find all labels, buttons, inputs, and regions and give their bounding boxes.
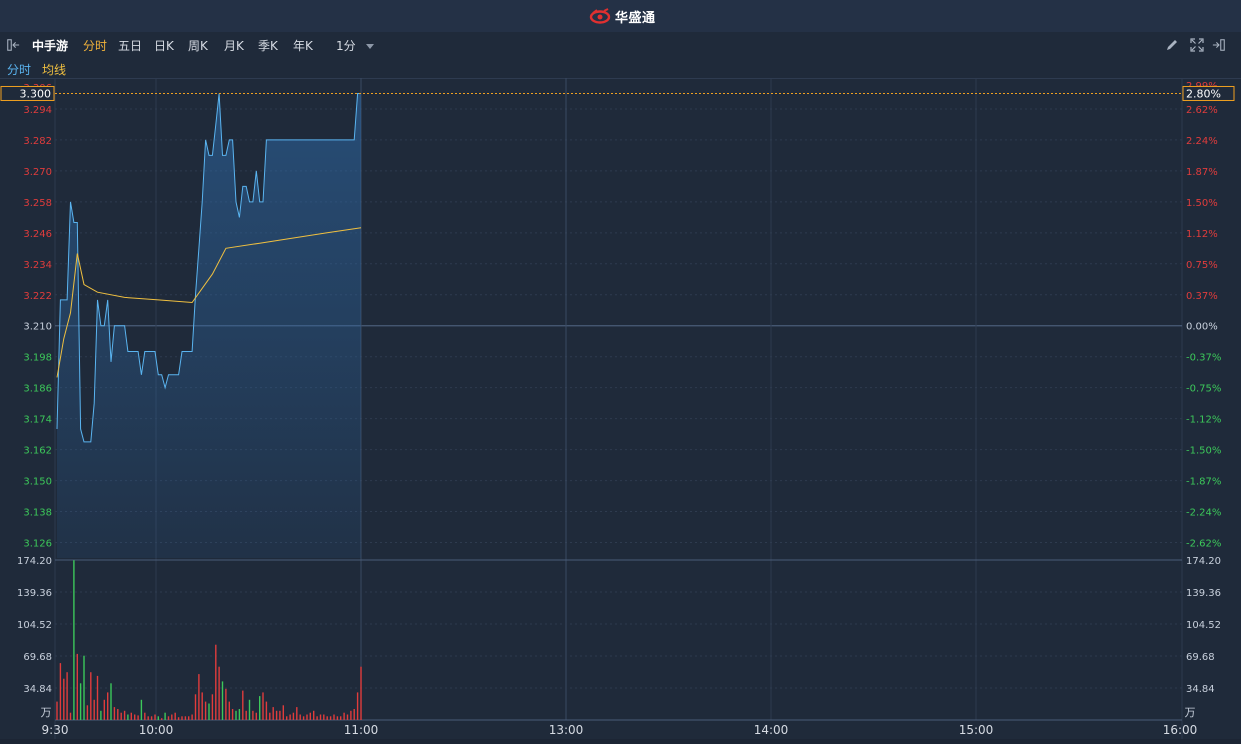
price-tick-label: 3.186	[23, 384, 52, 395]
volume-tick-label-right: 104.52	[1186, 620, 1221, 631]
legend-avg: 均线	[42, 63, 67, 77]
pct-tick-label: 0.37%	[1186, 291, 1218, 302]
tab-intraday[interactable]: 分时	[83, 39, 108, 53]
pct-tick-label: 2.24%	[1186, 136, 1218, 147]
pct-tick-label: -1.12%	[1186, 415, 1221, 426]
pct-tick-label: -1.87%	[1186, 477, 1221, 488]
price-tick-label: 3.270	[23, 167, 52, 178]
collapse-left-icon[interactable]	[6, 38, 20, 52]
brand-name: 华盛通	[615, 10, 656, 26]
pct-tick-label: -0.75%	[1186, 384, 1221, 395]
pct-tick-label: 1.87%	[1186, 167, 1218, 178]
toolbar: 中手游 分时 五日 日K 周K 月K 季K 年K 1分	[0, 32, 1241, 58]
volume-tick-label-right: 174.20	[1186, 556, 1221, 567]
price-tick-label: 3.246	[23, 229, 52, 240]
price-tick-label: 3.126	[23, 539, 52, 550]
intraday-chart[interactable]: 3.294 2.62% 3.282 2.24% 3.270 1.87% 3.258 1.50%…	[0, 78, 1241, 739]
price-tick-label: 3.222	[23, 291, 52, 302]
volume-tick-label-right: 69.68	[1186, 652, 1215, 663]
pct-tick-label: 1.12%	[1186, 229, 1218, 240]
chevron-down-icon	[366, 44, 375, 49]
price-tick-label: 3.210	[23, 322, 52, 333]
pct-tick-label: -1.50%	[1186, 446, 1221, 457]
axis-labels: 3.294 2.62% 3.282 2.24% 3.270 1.87% 3.258 1.50%…	[0, 81, 1235, 737]
volume-tick-label: 34.84	[23, 684, 52, 695]
brand-logo-icon	[589, 8, 611, 24]
tab-daily-k[interactable]: 日K	[154, 39, 174, 53]
brand: 华盛通	[589, 6, 656, 26]
price-area	[57, 93, 361, 558]
price-tick-label: 3.162	[23, 446, 52, 457]
time-tick-label: 10:00	[139, 723, 174, 737]
crosshair-price-box	[0, 85, 55, 101]
fullscreen-icon[interactable]	[1190, 38, 1204, 52]
crosshair-pct-box	[1182, 85, 1235, 101]
time-tick-label: 15:00	[959, 723, 994, 737]
tab-quarterly-k[interactable]: 季K	[258, 39, 278, 53]
crosshair-pct-label: 2.80%	[1186, 87, 1221, 100]
price-tick-label: 3.150	[23, 477, 52, 488]
price-tick-label: 3.198	[23, 353, 52, 364]
volume-tick-label: 174.20	[17, 556, 52, 567]
pct-tick-label: 0.00%	[1186, 322, 1218, 333]
pct-tick-label: 2.62%	[1186, 105, 1218, 116]
tab-five-day[interactable]: 五日	[118, 39, 143, 53]
pct-tick-label: -2.62%	[1186, 539, 1221, 550]
price-tick-label: 3.258	[23, 198, 52, 209]
title-bar: 华盛通	[0, 0, 1241, 33]
volume-tick-label: 69.68	[23, 652, 52, 663]
tab-yearly-k[interactable]: 年K	[293, 39, 313, 53]
legend-intraday: 分时	[7, 63, 32, 77]
time-tick-label: 13:00	[549, 723, 584, 737]
price-tick-label: 3.174	[23, 415, 52, 426]
pct-tick-label: 0.75%	[1186, 260, 1218, 271]
bottom-strip	[0, 739, 1241, 744]
interval-value: 1分	[336, 39, 356, 53]
time-tick-label: 11:00	[344, 723, 379, 737]
price-tick-label: 3.234	[23, 260, 52, 271]
interval-select[interactable]: 1分	[336, 37, 375, 54]
tab-monthly-k[interactable]: 月K	[224, 39, 244, 53]
time-tick-label: 9:30	[42, 723, 69, 737]
price-tick-label: 3.294	[23, 105, 52, 116]
time-tick-label: 16:00	[1163, 723, 1198, 737]
price-tick-label: 3.138	[23, 508, 52, 519]
volume-tick-label: 104.52	[17, 620, 52, 631]
tab-weekly-k[interactable]: 周K	[188, 39, 208, 53]
pct-tick-label: -0.37%	[1186, 353, 1221, 364]
volume-unit-label-right: 万	[1185, 706, 1196, 719]
price-tick-label: 3.282	[23, 136, 52, 147]
time-tick-label: 14:00	[754, 723, 789, 737]
crosshair-price-label: 3.300	[20, 87, 52, 100]
volume-bars	[56, 560, 362, 720]
volume-tick-label-right: 34.84	[1186, 684, 1215, 695]
stock-name: 中手游	[32, 39, 69, 53]
legend-bar: 分时 均线	[0, 58, 1241, 79]
pencil-icon[interactable]	[1165, 38, 1179, 52]
pct-tick-label: 1.50%	[1186, 198, 1218, 209]
volume-tick-label-right: 139.36	[1186, 588, 1221, 599]
volume-unit-label: 万	[41, 706, 52, 719]
volume-tick-label: 139.36	[17, 588, 52, 599]
collapse-right-icon[interactable]	[1212, 38, 1226, 52]
avg-line	[56, 227, 362, 378]
price-line	[56, 93, 361, 443]
pct-tick-label: -2.24%	[1186, 508, 1221, 519]
